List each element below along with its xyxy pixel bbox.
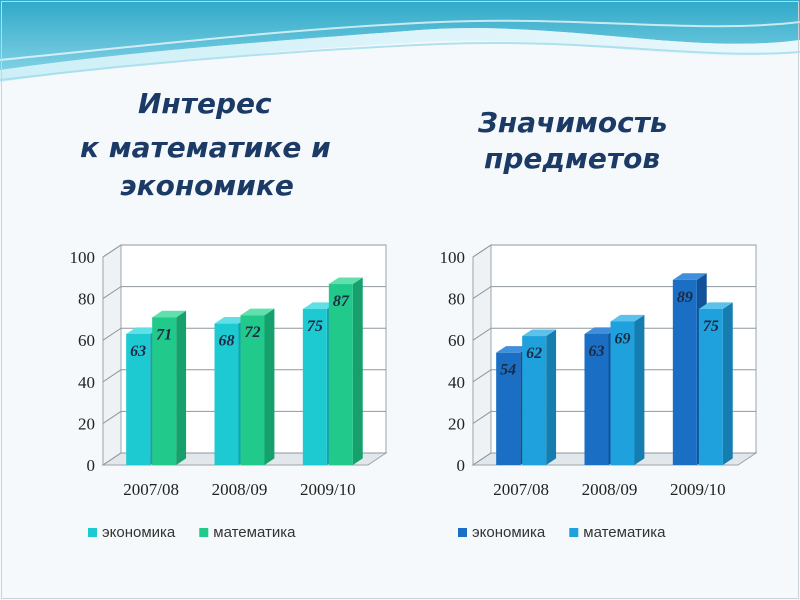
y-tick-label: 0	[87, 456, 96, 475]
bar-side	[546, 329, 557, 465]
bar-side	[176, 310, 187, 465]
right-title-line-1: Значимость	[478, 106, 668, 139]
x-tick-label: 2007/08	[123, 480, 179, 499]
bar	[584, 333, 609, 465]
gridline	[472, 369, 756, 383]
bar	[698, 309, 723, 465]
legend-swatch	[199, 528, 209, 537]
gridline	[102, 327, 386, 341]
bar	[496, 352, 521, 465]
gridline	[472, 452, 756, 466]
bar-top	[302, 302, 337, 309]
x-tick-label: 2007/08	[493, 480, 549, 499]
bar	[126, 333, 151, 465]
bar-top	[214, 316, 249, 324]
bar-top	[522, 329, 557, 337]
y-tick-label: 0	[457, 456, 466, 475]
gridline	[102, 286, 386, 300]
y-tick-label: 100	[440, 248, 466, 267]
x-tick-label: 2008/09	[582, 480, 638, 499]
bar	[240, 315, 265, 465]
legend-swatch	[569, 528, 579, 537]
data-label: 69	[615, 330, 631, 347]
y-tick-label: 80	[78, 290, 95, 309]
bar	[610, 321, 635, 465]
data-label: 68	[219, 333, 235, 350]
bar-side	[264, 308, 275, 465]
gridline	[102, 244, 386, 258]
y-tick-label: 20	[78, 414, 95, 433]
data-label: 75	[703, 318, 719, 335]
bar	[302, 309, 327, 465]
data-label: 63	[589, 343, 605, 360]
bar-top	[240, 308, 275, 316]
bar-top	[672, 273, 707, 280]
bar-side	[352, 277, 363, 465]
legend-label: математика	[583, 524, 666, 541]
gridline	[102, 369, 386, 383]
chart-interest: 0 20 40 60 80 100 63 71 2007/08 68 72 2008/09 75 87 20…	[70, 244, 388, 541]
bar-side	[634, 314, 645, 465]
left-title-line-3: экономике	[120, 169, 294, 202]
x-tick-label: 2009/10	[300, 480, 356, 499]
y-tick-label: 40	[78, 373, 95, 392]
x-tick-label: 2008/09	[212, 480, 268, 499]
header-wave-banner	[0, 0, 800, 82]
x-tick-label: 2009/10	[670, 480, 726, 499]
gridline	[102, 452, 386, 466]
bar	[152, 317, 177, 465]
y-tick-label: 60	[78, 331, 95, 350]
left-title-line-1: Интерес	[138, 87, 272, 120]
data-label: 87	[333, 293, 350, 310]
data-label: 75	[307, 318, 323, 335]
chart-importance: 0 20 40 60 80 100 54 62 2007/08 63 69 2008/09 89 75 20…	[440, 244, 758, 541]
gridline	[472, 286, 756, 300]
bar-top	[698, 302, 733, 309]
legend-label: математика	[213, 524, 296, 541]
y-tick-label: 100	[70, 248, 96, 267]
bar	[328, 284, 353, 465]
bar	[214, 323, 239, 465]
left-title-line-2: к математике и	[80, 131, 331, 164]
chart-side-wall	[102, 244, 122, 466]
bar	[522, 336, 547, 465]
gridline	[102, 410, 386, 424]
data-label: 63	[130, 343, 146, 360]
bar-side	[722, 302, 733, 465]
data-label: 89	[677, 289, 693, 306]
y-tick-label: 80	[448, 290, 465, 309]
bar-top	[610, 314, 645, 322]
legend-swatch	[88, 528, 97, 537]
data-label: 62	[526, 345, 542, 362]
bar-top	[584, 327, 619, 334]
bar-top	[496, 346, 531, 353]
bar-top	[152, 310, 187, 318]
y-tick-label: 40	[448, 373, 465, 392]
y-tick-label: 60	[448, 331, 465, 350]
bar-top	[328, 277, 363, 285]
bar-top	[126, 327, 161, 334]
gridline	[472, 327, 756, 341]
bar	[672, 279, 697, 465]
chart-side-wall	[472, 244, 492, 466]
legend-label: экономика	[472, 524, 546, 541]
data-label: 71	[156, 326, 172, 343]
legend-label: экономика	[102, 524, 176, 541]
gridline	[472, 410, 756, 424]
y-tick-label: 20	[448, 414, 465, 433]
data-label: 72	[245, 324, 261, 341]
data-label: 54	[500, 362, 516, 379]
right-title-line-2: предметов	[484, 142, 661, 175]
legend-swatch	[458, 528, 467, 537]
gridline	[472, 244, 756, 258]
